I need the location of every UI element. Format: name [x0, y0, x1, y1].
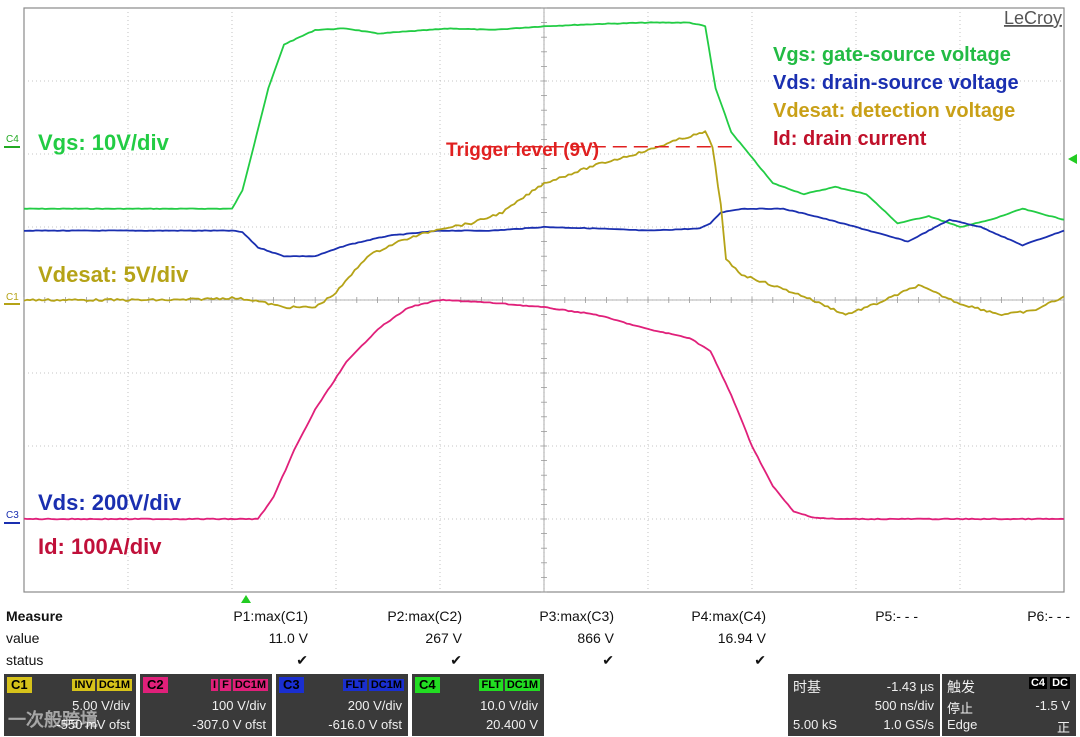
vgs-scale-label: Vgs: 10V/div: [38, 130, 170, 155]
channel-c4-offset: 20.400 V: [485, 717, 538, 732]
timebase-tdiv: 500 ns/div: [874, 698, 934, 713]
channel-c3-vdiv: 200 V/div: [347, 698, 402, 713]
timebase-delay: -1.43 µs: [886, 679, 934, 694]
channel-c2-flags: I F DC1M: [209, 677, 268, 693]
trigger-position-marker: [241, 595, 251, 603]
channel-c1-offset: -550 mV ofst: [56, 717, 130, 732]
measure-param-4[interactable]: P4:max(C4): [691, 608, 766, 624]
channel-c2-flag-coupling: DC1M: [232, 679, 268, 691]
trigger-level-value: -1.5 V: [1035, 698, 1070, 713]
channel-c4-flag-flt: FLT: [479, 679, 503, 691]
channel-c4-box[interactable]: C4 FLT DC1M 10.0 V/div 20.400 V: [412, 674, 544, 736]
legend: Vgs: gate-source voltage Vds: drain-sourc…: [773, 44, 1019, 150]
legend-entry-id: Id: drain current: [773, 128, 927, 150]
trigger-source-badge: C4: [1028, 677, 1048, 689]
timebase-box[interactable]: 时基 -1.43 µs 500 ns/div 5.00 kS 1.0 GS/s: [788, 674, 940, 736]
trigger-level-marker: [1068, 154, 1077, 164]
measure-status-1: ✔: [296, 652, 308, 668]
measure-label: Measure: [6, 608, 63, 624]
channel-c3-flags: FLT DC1M: [341, 677, 404, 693]
measure-status-4: ✔: [754, 652, 766, 668]
measure-value-1: 11.0 V: [268, 630, 308, 646]
channel-marker-c4: C4: [6, 134, 19, 145]
channel-c4-tag: C4: [415, 677, 440, 693]
channel-c4-flags: FLT DC1M: [477, 677, 540, 693]
vds-scale-label: Vds: 200V/div: [38, 490, 182, 515]
channel-marker-c1: C1: [6, 292, 19, 303]
vdesat-scale-label: Vdesat: 5V/div: [38, 262, 189, 287]
id-scale-label: Id: 100A/div: [38, 534, 162, 559]
channel-c3-flag-flt: FLT: [343, 679, 367, 691]
channel-c1-tag: C1: [7, 677, 32, 693]
oscilloscope-display: LeCroy Vgs: 10V/div Vdesat: 5V/div Vds: …: [0, 0, 1080, 606]
trace-vgs: [23, 21, 1065, 228]
trigger-level-label: Trigger level (9V): [446, 140, 599, 161]
timebase-samples: 5.00 kS: [793, 717, 838, 732]
measure-header-row: Measure P1:max(C1) P2:max(C2) P3:max(C3)…: [0, 608, 1080, 629]
brand-logo: LeCroy: [1004, 8, 1062, 28]
channel-c2-flag-f: F: [220, 679, 231, 691]
channel-c1-flag-coupling: DC1M: [96, 679, 132, 691]
channel-c2-tag: C2: [143, 677, 168, 693]
trigger-label: 触发: [947, 679, 975, 695]
trigger-badges: C4 DC: [1028, 677, 1070, 689]
trigger-coupling-badge: DC: [1050, 677, 1070, 689]
measure-status-3: ✔: [602, 652, 614, 668]
plot-background: [0, 0, 1080, 606]
legend-entry-vgs: Vgs: gate-source voltage: [773, 44, 1011, 66]
channel-c1-vdiv: 5.00 V/div: [72, 698, 130, 713]
trace-vds: [23, 207, 1065, 258]
channel-c3-box[interactable]: C3 FLT DC1M 200 V/div -616.0 V ofst: [276, 674, 408, 736]
channel-marker-c3: C3: [6, 510, 19, 521]
measure-status-row: status ✔ ✔ ✔ ✔: [0, 652, 1080, 673]
channel-c2-flag-i: I: [211, 679, 219, 691]
channel-c3-tag: C3: [279, 677, 304, 693]
channel-c1-flag-inv: INV: [72, 679, 95, 691]
measure-value-4: 16.94 V: [717, 630, 766, 646]
measure-panel: Measure P1:max(C1) P2:max(C2) P3:max(C3)…: [0, 606, 1080, 670]
watermark: 一次般跨境: [8, 710, 98, 730]
measure-value-row: value 11.0 V 267 V 866 V 16.94 V: [0, 630, 1080, 651]
channel-c1-box[interactable]: C1 INV DC1M 5.00 V/div -550 mV ofst: [4, 674, 136, 736]
measure-value-2: 267 V: [425, 630, 462, 646]
measure-param-6[interactable]: P6:- - -: [1027, 608, 1070, 624]
measure-status-2: ✔: [450, 652, 462, 668]
trigger-box[interactable]: 触发 C4 DC 停止 -1.5 V Edge 正: [942, 674, 1076, 736]
trace-id: [23, 298, 1065, 521]
timebase-label: 时基: [793, 679, 821, 695]
measure-param-1[interactable]: P1:max(C1): [233, 608, 308, 624]
measure-param-3[interactable]: P3:max(C3): [539, 608, 614, 624]
status-label: status: [6, 652, 44, 668]
waveform-traces: [23, 21, 1065, 521]
channel-c2-box[interactable]: C2 I F DC1M 100 V/div -307.0 V ofst: [140, 674, 272, 736]
channel-c3-flag-coupling: DC1M: [368, 679, 404, 691]
channel-c4-vdiv: 10.0 V/div: [480, 698, 538, 713]
trigger-mode: 停止: [947, 701, 974, 716]
trigger-slope: 正: [1056, 720, 1070, 735]
measure-param-2[interactable]: P2:max(C2): [387, 608, 462, 624]
legend-entry-vds: Vds: drain-source voltage: [773, 72, 1019, 94]
measure-param-5[interactable]: P5:- - -: [875, 608, 918, 624]
value-label: value: [6, 630, 40, 646]
channel-c3-offset: -616.0 V ofst: [328, 717, 402, 732]
channel-c2-vdiv: 100 V/div: [211, 698, 266, 713]
channel-c1-flags: INV DC1M: [70, 677, 132, 693]
trace-vdesat: [23, 130, 1065, 317]
timebase-rate: 1.0 GS/s: [883, 717, 934, 732]
channel-c2-offset: -307.0 V ofst: [192, 717, 266, 732]
measure-value-3: 866 V: [577, 630, 614, 646]
channel-c4-flag-coupling: DC1M: [504, 679, 540, 691]
legend-entry-vdesat: Vdesat: detection voltage: [773, 100, 1015, 122]
trigger-type: Edge: [947, 717, 978, 732]
